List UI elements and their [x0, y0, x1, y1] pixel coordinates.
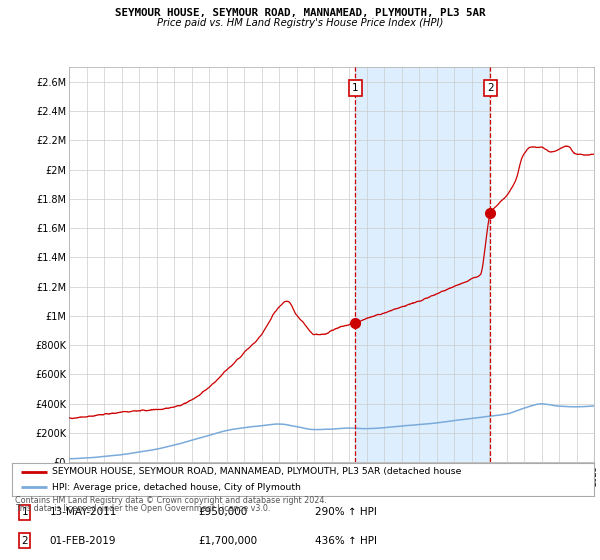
Text: 290% ↑ HPI: 290% ↑ HPI	[314, 507, 377, 517]
Text: This data is licensed under the Open Government Licence v3.0.: This data is licensed under the Open Gov…	[15, 504, 271, 513]
Text: 1: 1	[352, 83, 359, 92]
Text: £1,700,000: £1,700,000	[198, 535, 257, 545]
Text: HPI: Average price, detached house, City of Plymouth: HPI: Average price, detached house, City…	[52, 483, 301, 492]
Text: 13-MAY-2011: 13-MAY-2011	[50, 507, 117, 517]
Text: 2: 2	[487, 83, 494, 92]
Text: SEYMOUR HOUSE, SEYMOUR ROAD, MANNAMEAD, PLYMOUTH, PL3 5AR: SEYMOUR HOUSE, SEYMOUR ROAD, MANNAMEAD, …	[115, 8, 485, 18]
Text: £950,000: £950,000	[198, 507, 247, 517]
Text: 1: 1	[22, 507, 28, 517]
Text: Contains HM Land Registry data © Crown copyright and database right 2024.: Contains HM Land Registry data © Crown c…	[15, 496, 327, 505]
Text: SEYMOUR HOUSE, SEYMOUR ROAD, MANNAMEAD, PLYMOUTH, PL3 5AR (detached house: SEYMOUR HOUSE, SEYMOUR ROAD, MANNAMEAD, …	[52, 468, 461, 477]
Text: Price paid vs. HM Land Registry's House Price Index (HPI): Price paid vs. HM Land Registry's House …	[157, 18, 443, 29]
Text: 436% ↑ HPI: 436% ↑ HPI	[314, 535, 377, 545]
Bar	[355, 67, 490, 462]
Text: 01-FEB-2019: 01-FEB-2019	[50, 535, 116, 545]
Text: 2: 2	[22, 535, 28, 545]
